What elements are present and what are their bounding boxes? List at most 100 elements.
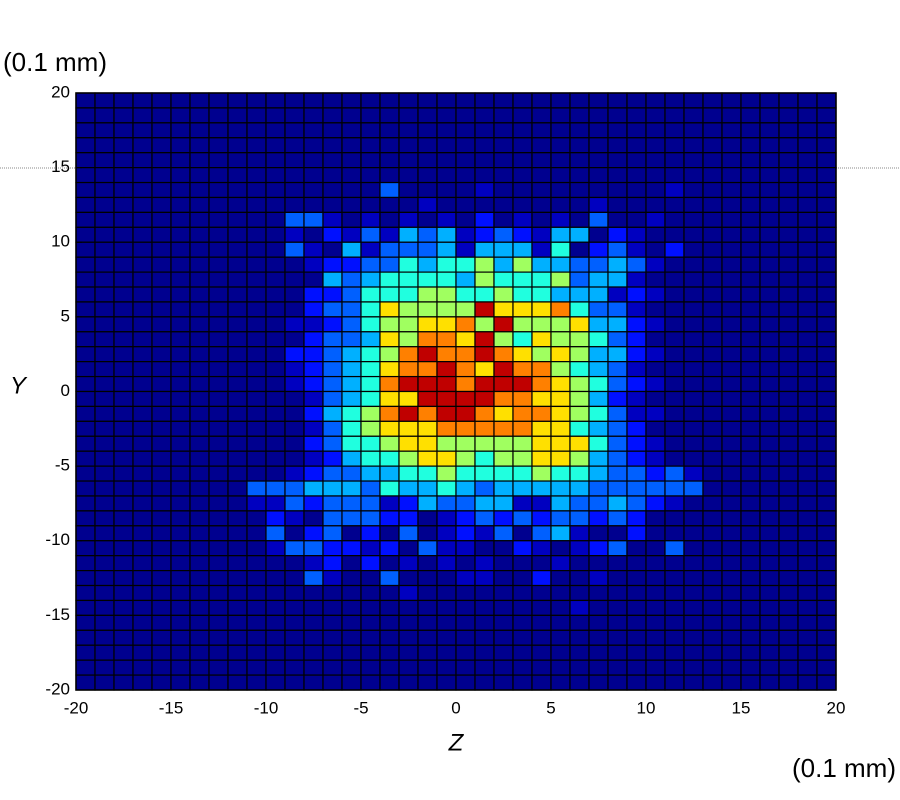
cell — [759, 301, 780, 318]
cell — [398, 555, 419, 572]
cell — [379, 450, 400, 467]
cell — [303, 271, 324, 288]
cell — [797, 331, 818, 348]
cell — [702, 361, 723, 378]
cell — [379, 211, 400, 228]
cell — [645, 555, 666, 572]
cell — [683, 137, 704, 154]
cell — [151, 211, 172, 228]
cell — [645, 465, 666, 482]
cell — [702, 510, 723, 527]
cell — [170, 569, 191, 587]
cell — [702, 525, 723, 542]
cell — [816, 510, 837, 527]
cell — [550, 331, 571, 348]
cell — [550, 465, 571, 482]
cell — [113, 465, 134, 482]
cell — [417, 301, 438, 318]
cell — [189, 450, 210, 467]
cell — [531, 107, 552, 124]
cell — [740, 256, 761, 273]
cell — [626, 629, 647, 646]
cell — [208, 495, 229, 512]
cell — [170, 555, 191, 572]
cell — [816, 390, 837, 408]
cell — [227, 107, 248, 124]
cell — [151, 525, 172, 542]
cell — [246, 495, 267, 512]
cell — [569, 659, 590, 676]
cell — [664, 241, 685, 258]
cell — [588, 525, 609, 542]
cell — [721, 152, 742, 169]
cell — [227, 211, 248, 228]
cell — [322, 599, 343, 616]
cell — [588, 301, 609, 318]
cell — [550, 211, 571, 228]
cell — [227, 271, 248, 288]
cell — [398, 122, 419, 139]
cell — [341, 659, 362, 676]
cell — [265, 599, 286, 616]
cell — [816, 599, 837, 616]
cell — [816, 346, 837, 363]
cell — [227, 435, 248, 452]
cell — [683, 226, 704, 243]
cell — [341, 137, 362, 154]
cell — [360, 107, 381, 124]
cell — [778, 420, 799, 437]
cell — [227, 181, 248, 199]
cell — [588, 555, 609, 572]
cell — [588, 256, 609, 273]
cell — [208, 420, 229, 437]
cell — [246, 420, 267, 437]
cell — [645, 92, 666, 109]
cell — [436, 196, 457, 214]
cell — [512, 644, 533, 661]
cell — [94, 569, 115, 587]
cell — [322, 241, 343, 258]
cell — [208, 271, 229, 288]
cell — [721, 435, 742, 452]
cell — [303, 569, 324, 587]
cell — [550, 196, 571, 214]
cell — [170, 450, 191, 467]
cell — [132, 211, 153, 228]
cell — [474, 331, 495, 348]
cell — [341, 211, 362, 228]
heatmap-cells — [75, 92, 837, 691]
cell — [740, 375, 761, 393]
cell — [474, 107, 495, 124]
cell — [569, 107, 590, 124]
cell — [607, 569, 628, 587]
cell — [493, 375, 514, 393]
cell — [550, 495, 571, 512]
cell — [75, 346, 96, 363]
cell — [170, 361, 191, 378]
cell — [170, 390, 191, 408]
cell — [512, 196, 533, 214]
cell — [360, 137, 381, 154]
cell — [436, 465, 457, 482]
cell — [569, 256, 590, 273]
cell — [227, 122, 248, 139]
cell — [265, 122, 286, 139]
cell — [94, 584, 115, 602]
cell — [569, 226, 590, 243]
cell — [151, 450, 172, 467]
cell — [569, 510, 590, 527]
cell — [816, 331, 837, 348]
cell — [113, 599, 134, 616]
cell — [341, 629, 362, 646]
cell — [94, 92, 115, 109]
cell — [246, 525, 267, 542]
cell — [702, 241, 723, 258]
cell — [588, 316, 609, 333]
cell — [664, 390, 685, 408]
cell — [512, 181, 533, 199]
cell — [170, 211, 191, 228]
cell — [474, 405, 495, 422]
cell — [284, 346, 305, 363]
cell — [322, 316, 343, 333]
cell — [626, 465, 647, 482]
